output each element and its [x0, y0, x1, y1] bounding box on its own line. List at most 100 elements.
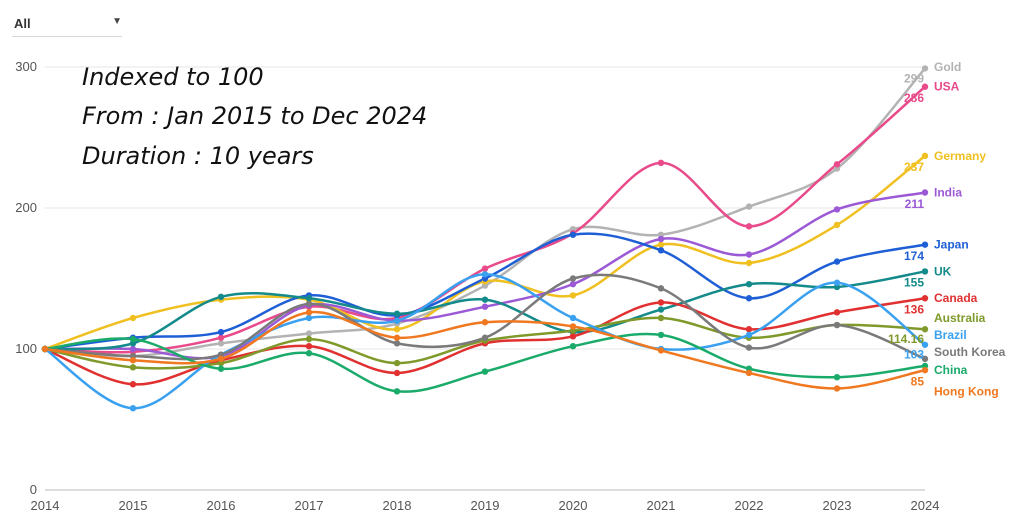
- series-points: [41, 65, 929, 412]
- data-point-canada: [657, 299, 665, 306]
- data-point-india: [569, 280, 577, 288]
- series-line-japan: [44, 232, 926, 351]
- data-point-south-korea: [657, 285, 665, 292]
- chevron-down-icon: ▼: [112, 16, 122, 27]
- series-name-label: Brazil: [934, 328, 967, 342]
- y-tick-label: 0: [30, 482, 37, 497]
- data-point-hong-kong: [745, 369, 753, 377]
- series-name-label: China: [934, 363, 968, 377]
- data-point-south-korea: [393, 340, 401, 347]
- data-point-south-korea: [921, 355, 929, 363]
- data-point-japan: [833, 258, 841, 265]
- annotation-line-2: From : Jan 2015 to Dec 2024: [82, 102, 427, 130]
- x-tick-label: 2016: [207, 498, 236, 513]
- data-point-china: [393, 388, 401, 395]
- series-end-value: 103: [904, 348, 924, 362]
- data-point-uk: [305, 295, 313, 302]
- data-point-brazil: [569, 314, 577, 322]
- y-tick-label: 300: [15, 59, 37, 74]
- data-point-china: [217, 365, 225, 372]
- series-name-label: India: [934, 185, 962, 199]
- annotation-line-1: Indexed to 100: [82, 63, 264, 91]
- data-point-usa: [217, 334, 225, 341]
- data-point-usa: [745, 223, 753, 230]
- data-point-india: [481, 303, 489, 310]
- data-point-south-korea: [569, 275, 577, 282]
- data-point-uk: [217, 293, 225, 301]
- x-tick-label: 2015: [119, 498, 148, 513]
- data-point-china: [833, 374, 841, 381]
- annotation-line-3: Duration : 10 years: [82, 142, 314, 170]
- data-point-hong-kong: [481, 319, 489, 326]
- data-point-germany: [921, 152, 929, 160]
- data-point-brazil: [481, 271, 489, 278]
- data-point-germany: [833, 221, 841, 229]
- data-point-south-korea: [833, 321, 841, 329]
- data-point-hong-kong: [41, 345, 49, 353]
- series-line-usa: [44, 85, 926, 354]
- x-tick-label: 2022: [735, 498, 764, 513]
- series-name-label: Germany: [934, 149, 986, 163]
- x-tick-label: 2019: [471, 498, 500, 513]
- data-point-india: [657, 235, 665, 243]
- data-point-uk: [745, 280, 753, 288]
- series-end-labels: Gold 299 USA 286 Germany 237 India 211 Japan 174 U…: [888, 60, 1006, 398]
- data-point-australia: [305, 335, 313, 343]
- data-point-india: [833, 206, 841, 213]
- data-point-brazil: [129, 405, 137, 412]
- data-point-brazil: [745, 331, 753, 339]
- data-point-canada: [393, 369, 401, 377]
- series-name-label: Hong Kong: [934, 384, 999, 398]
- data-point-usa: [833, 161, 841, 168]
- data-point-germany: [129, 314, 137, 322]
- series-end-value: 85: [911, 374, 925, 388]
- series-end-value: 114.16: [888, 332, 924, 346]
- data-point-australia: [657, 314, 665, 322]
- data-point-canada: [569, 333, 577, 340]
- series-end-value: 174: [904, 249, 924, 263]
- y-tick-label: 200: [15, 200, 37, 215]
- data-point-uk: [921, 268, 929, 275]
- series-name-label: UK: [934, 264, 952, 278]
- data-point-china: [569, 342, 577, 350]
- data-point-hong-kong: [393, 334, 401, 341]
- data-point-japan: [921, 241, 929, 248]
- data-point-south-korea: [305, 300, 313, 308]
- series-end-value: 237: [904, 160, 924, 174]
- series-name-label: Australia: [934, 311, 986, 325]
- data-point-gold: [217, 340, 225, 347]
- y-tick-label: 100: [15, 341, 37, 356]
- chart-grid: [45, 66, 925, 491]
- series-name-label: South Korea: [934, 345, 1006, 359]
- data-point-brazil: [833, 279, 841, 286]
- data-point-canada: [745, 326, 753, 333]
- filter-dropdown[interactable]: All ▼: [12, 10, 122, 37]
- x-axis-ticks: 2014 2015 2016 2017 2018 2019 2020 2021 2022 2023…: [31, 498, 940, 513]
- data-point-uk: [393, 310, 401, 317]
- data-point-south-korea: [745, 344, 753, 351]
- series-name-label: Canada: [934, 291, 978, 305]
- y-axis-ticks: 0 100 200 300: [15, 59, 37, 497]
- data-point-hong-kong: [569, 323, 577, 330]
- x-tick-label: 2020: [559, 498, 588, 513]
- data-point-china: [657, 331, 665, 339]
- data-point-gold: [305, 330, 313, 337]
- data-point-brazil: [393, 317, 401, 324]
- data-point-canada: [129, 381, 137, 388]
- data-point-japan: [569, 231, 577, 238]
- data-point-hong-kong: [129, 357, 137, 364]
- x-tick-label: 2023: [823, 498, 852, 513]
- data-point-usa: [657, 159, 665, 167]
- data-point-hong-kong: [921, 366, 929, 374]
- data-point-australia: [129, 364, 137, 371]
- series-name-label: USA: [934, 80, 960, 94]
- series-end-value: 136: [904, 303, 924, 317]
- data-point-canada: [305, 342, 313, 350]
- data-point-gold: [921, 65, 929, 72]
- series-end-value: 155: [904, 276, 924, 290]
- x-tick-label: 2014: [31, 498, 60, 513]
- data-point-china: [129, 335, 137, 343]
- data-point-usa: [481, 265, 489, 272]
- data-point-hong-kong: [305, 309, 313, 316]
